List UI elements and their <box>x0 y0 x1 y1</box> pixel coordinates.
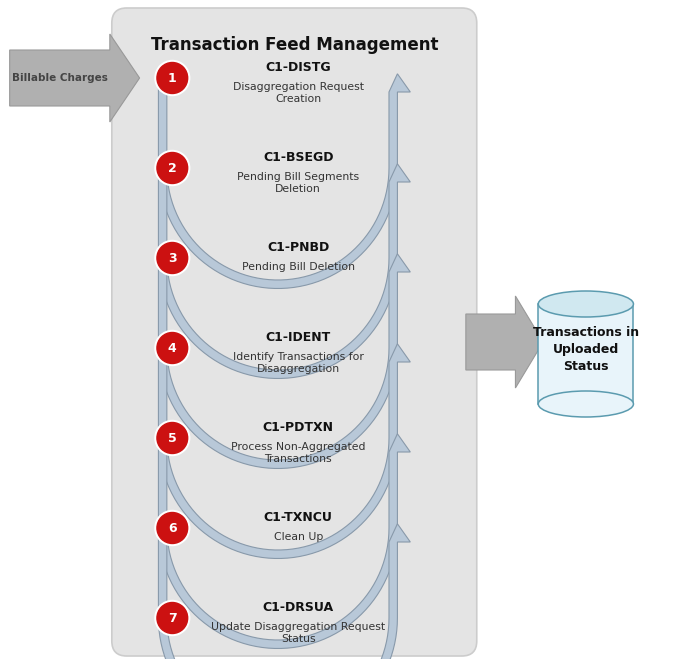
Circle shape <box>157 513 188 544</box>
Polygon shape <box>158 74 410 289</box>
Text: Transactions in
Uploaded
Status: Transactions in Uploaded Status <box>533 326 639 372</box>
Text: Disaggregation Request
Creation: Disaggregation Request Creation <box>233 82 364 104</box>
Text: C1-DRSUA: C1-DRSUA <box>263 601 334 614</box>
Circle shape <box>157 152 188 183</box>
Circle shape <box>157 422 188 453</box>
Ellipse shape <box>539 391 633 417</box>
Text: C1-IDENT: C1-IDENT <box>265 331 331 344</box>
Bar <box>539 304 633 404</box>
Text: 3: 3 <box>168 252 176 264</box>
Circle shape <box>155 61 189 96</box>
Text: 6: 6 <box>168 521 176 534</box>
Polygon shape <box>158 164 410 378</box>
Polygon shape <box>158 254 410 469</box>
Polygon shape <box>466 296 543 388</box>
Text: C1-DISTG: C1-DISTG <box>265 61 331 74</box>
Text: C1-BSEGD: C1-BSEGD <box>263 151 333 164</box>
Text: 4: 4 <box>168 341 177 355</box>
Circle shape <box>155 241 189 275</box>
Circle shape <box>157 243 188 273</box>
Text: Process Non-Aggregated
Transactions: Process Non-Aggregated Transactions <box>231 442 366 465</box>
Text: C1-TXNCU: C1-TXNCU <box>264 511 333 524</box>
Text: C1-PNBD: C1-PNBD <box>267 241 329 254</box>
Polygon shape <box>158 344 410 558</box>
Circle shape <box>157 63 188 94</box>
Circle shape <box>157 333 188 364</box>
Circle shape <box>155 600 189 635</box>
Polygon shape <box>10 34 139 122</box>
Polygon shape <box>158 524 410 659</box>
FancyBboxPatch shape <box>112 8 477 656</box>
Text: Update Disaggregation Request
Status: Update Disaggregation Request Status <box>211 622 386 645</box>
Text: 7: 7 <box>168 612 177 625</box>
Ellipse shape <box>539 291 633 317</box>
Text: Identify Transactions for
Disaggregation: Identify Transactions for Disaggregation <box>233 352 364 374</box>
Circle shape <box>155 331 189 366</box>
Polygon shape <box>158 434 410 648</box>
Text: Billable Charges: Billable Charges <box>12 73 108 83</box>
Text: Pending Bill Deletion: Pending Bill Deletion <box>241 262 355 272</box>
Text: Clean Up: Clean Up <box>274 532 323 542</box>
Text: C1-PDTXN: C1-PDTXN <box>263 421 334 434</box>
Text: Transaction Feed Management: Transaction Feed Management <box>150 36 438 54</box>
Text: 2: 2 <box>168 161 177 175</box>
Circle shape <box>155 420 189 455</box>
Circle shape <box>155 511 189 546</box>
Circle shape <box>155 150 189 185</box>
Circle shape <box>157 602 188 633</box>
Text: Pending Bill Segments
Deletion: Pending Bill Segments Deletion <box>237 172 359 194</box>
Text: 1: 1 <box>168 71 177 84</box>
Text: 5: 5 <box>168 432 177 445</box>
